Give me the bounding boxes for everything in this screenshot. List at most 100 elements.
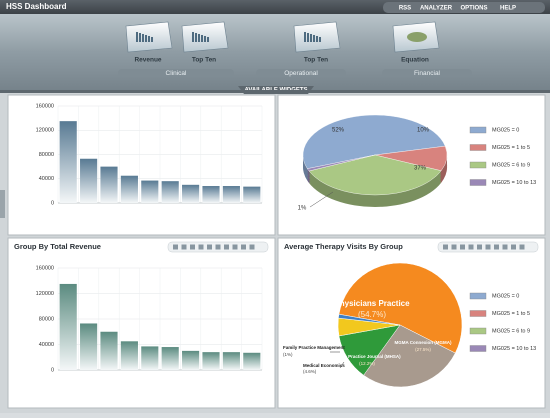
slice-name: Medical Economics bbox=[303, 363, 345, 368]
legend-swatch bbox=[469, 327, 487, 335]
bar bbox=[222, 352, 240, 370]
panel-bg bbox=[7, 94, 276, 236]
widget-glyph bbox=[316, 36, 318, 42]
widget-band bbox=[0, 14, 550, 90]
widget-label: Top Ten bbox=[192, 57, 216, 64]
toolbar-icon[interactable] bbox=[173, 244, 178, 250]
legend-label: MG025 = 0 bbox=[492, 127, 519, 133]
y-tick-label: 120000 bbox=[36, 128, 54, 134]
menu-item[interactable]: HELP bbox=[500, 6, 516, 12]
bar bbox=[141, 180, 159, 203]
toolbar-icon[interactable] bbox=[190, 244, 195, 250]
y-tick-label: 80000 bbox=[39, 152, 54, 158]
panel-bg bbox=[7, 237, 276, 409]
y-tick-label: 0 bbox=[51, 367, 54, 373]
side-handle[interactable] bbox=[0, 190, 5, 218]
toolbar-icon[interactable] bbox=[224, 244, 229, 250]
widget-label: Revenue bbox=[134, 57, 161, 64]
group-bar bbox=[382, 69, 472, 77]
toolbar-icon[interactable] bbox=[443, 244, 448, 250]
widgets: Revenue Top Ten Top Ten Equation Clinical Ope… bbox=[118, 21, 472, 77]
legend-label: MG025 = 1 to 5 bbox=[492, 145, 530, 151]
widget[interactable]: Top Ten bbox=[181, 21, 229, 64]
widget-glyph bbox=[151, 37, 153, 42]
widget-glyph bbox=[145, 35, 147, 42]
pie-slice bbox=[302, 114, 446, 169]
toolbar-icon[interactable] bbox=[249, 244, 255, 250]
bar bbox=[182, 350, 200, 370]
toolbar-icon[interactable] bbox=[181, 244, 187, 250]
bar bbox=[100, 166, 118, 203]
toolbar-icon[interactable] bbox=[494, 244, 499, 250]
bar bbox=[120, 341, 138, 370]
widget-glyph bbox=[148, 36, 150, 42]
legend-swatch bbox=[469, 144, 487, 151]
y-tick-label: 160000 bbox=[36, 103, 54, 109]
bar bbox=[120, 175, 138, 203]
menu-bg bbox=[383, 2, 545, 13]
panel-title: Group By Total Revenue bbox=[14, 242, 101, 251]
group-bar bbox=[256, 69, 346, 77]
widget[interactable]: Top Ten bbox=[293, 21, 341, 64]
legend-label: MG025 = 1 to 5 bbox=[492, 311, 530, 317]
toolbar-icon[interactable] bbox=[460, 244, 465, 250]
legend-swatch bbox=[469, 310, 487, 317]
widget[interactable]: Revenue bbox=[125, 21, 173, 64]
widget-glyph bbox=[142, 34, 144, 42]
toolbar-icon[interactable] bbox=[511, 244, 516, 250]
toolbar-icon[interactable] bbox=[207, 244, 212, 250]
legend-swatch bbox=[469, 161, 487, 169]
bar bbox=[141, 346, 159, 370]
widget-glyph bbox=[307, 33, 309, 42]
toolbar-icon[interactable] bbox=[502, 244, 508, 250]
leader bbox=[339, 361, 345, 369]
leader bbox=[309, 191, 334, 208]
y-tick-label: 0 bbox=[51, 200, 54, 206]
group-label: Operational bbox=[284, 70, 318, 77]
widget-glyph bbox=[139, 33, 141, 42]
toolbar-icon[interactable] bbox=[477, 244, 482, 250]
pie-slice bbox=[363, 324, 456, 388]
slice-label: 1% bbox=[298, 206, 307, 212]
pie-slice bbox=[338, 262, 463, 354]
toolbar-icon[interactable] bbox=[232, 244, 238, 250]
widget-glyph bbox=[207, 37, 209, 42]
bar bbox=[182, 184, 200, 203]
widget-glyph bbox=[204, 36, 206, 42]
slice-value: (54.7%) bbox=[358, 310, 386, 319]
panel: Average Therapy Visits By Group Physician… bbox=[277, 237, 546, 409]
toolbar-icon[interactable] bbox=[451, 244, 457, 250]
toolbar-icon[interactable] bbox=[485, 244, 491, 250]
legend-label: MG025 = 6 to 9 bbox=[492, 328, 530, 334]
menu-item[interactable]: OPTIONS bbox=[460, 6, 487, 12]
y-tick-label: 80000 bbox=[39, 316, 54, 322]
legend-label: MG025 = 6 to 9 bbox=[492, 162, 530, 168]
widget-glyph bbox=[310, 34, 312, 42]
bar bbox=[161, 347, 179, 370]
legend-swatch bbox=[469, 126, 487, 134]
legend-label: MG025 = 10 to 13 bbox=[492, 346, 536, 352]
widget[interactable]: Equation bbox=[392, 21, 440, 64]
toolbar-icon[interactable] bbox=[519, 244, 525, 250]
widget-glyph bbox=[136, 32, 138, 42]
widget-label: Top Ten bbox=[304, 57, 328, 64]
toolbar-icon[interactable] bbox=[468, 244, 474, 250]
slice-value: (27.5%) bbox=[415, 347, 431, 352]
app-title: HSS Dashboard bbox=[6, 2, 67, 11]
toolbar-icon[interactable] bbox=[198, 244, 204, 250]
charts: 0 40000 80000 120000 160000 52% 10% 37% 1% MG025 … bbox=[7, 94, 546, 409]
slice-name: Family Practice Management bbox=[283, 345, 345, 350]
bar bbox=[222, 186, 240, 203]
y-tick-label: 160000 bbox=[36, 265, 54, 271]
widget-glyph bbox=[319, 37, 321, 42]
widget-glyph bbox=[201, 35, 203, 42]
slice-value: (1%) bbox=[283, 352, 293, 357]
toolbar-icon[interactable] bbox=[241, 244, 246, 250]
menu-item[interactable]: RSS bbox=[399, 6, 411, 12]
pie-slice bbox=[307, 154, 376, 172]
group-label: Financial bbox=[414, 70, 441, 77]
menu-item[interactable]: ANALYZER bbox=[420, 6, 453, 12]
toolbar-icon[interactable] bbox=[215, 244, 221, 250]
legend-swatch bbox=[469, 179, 487, 186]
